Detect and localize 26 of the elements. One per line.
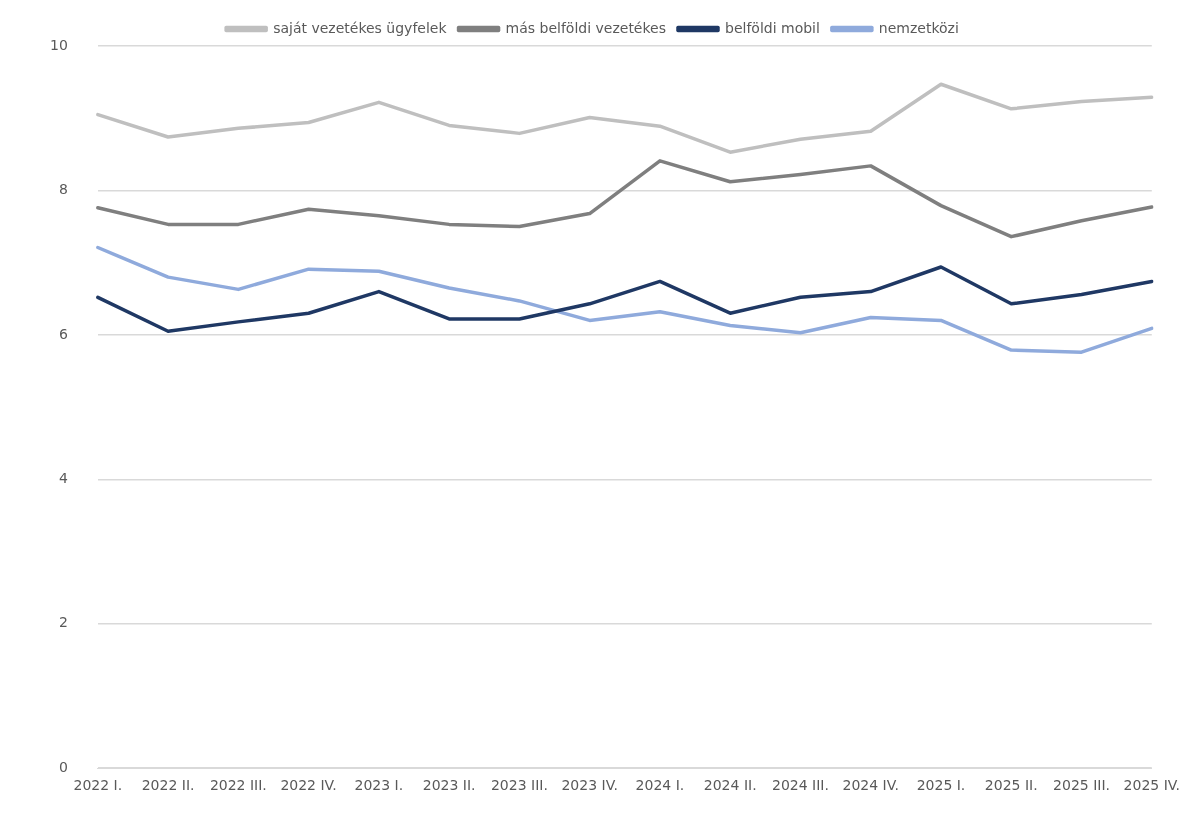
y-tick-label: 8 <box>58 181 68 198</box>
x-tick-label: 2024 IV. <box>842 777 899 794</box>
x-tick-label: 2024 II. <box>703 777 757 794</box>
y-tick-label: 0 <box>58 758 68 775</box>
y-tick-label: 6 <box>58 325 68 342</box>
y-tick-label: 10 <box>49 36 68 53</box>
x-tick-label: 2022 I. <box>73 777 123 794</box>
x-tick-label: 2025 I. <box>916 777 966 794</box>
x-tick-label: 2024 I. <box>635 777 685 794</box>
x-tick-label: 2022 III. <box>209 777 267 794</box>
x-tick-label: 2022 II. <box>141 777 195 794</box>
x-tick-label: 2023 III. <box>490 777 548 794</box>
x-tick-label: 2022 IV. <box>280 777 337 794</box>
x-tick-label: 2025 III. <box>1053 777 1110 794</box>
legend-label: nemzetközi <box>878 19 959 36</box>
legend-label: más belföldi vezetékes <box>505 19 667 36</box>
x-tick-label: 2024 III. <box>772 777 829 794</box>
x-tick-label: 2025 IV. <box>1123 777 1180 794</box>
legend-label: saját vezetékes ügyfelek <box>273 19 448 36</box>
legend-label: belföldi mobil <box>725 19 820 36</box>
x-tick-label: 2023 IV. <box>561 777 618 794</box>
x-tick-label: 2025 II. <box>984 777 1038 794</box>
y-tick-label: 4 <box>58 469 68 486</box>
x-tick-label: 2023 I. <box>354 777 404 794</box>
y-tick-label: 2 <box>58 614 68 631</box>
x-tick-label: 2023 II. <box>422 777 476 794</box>
